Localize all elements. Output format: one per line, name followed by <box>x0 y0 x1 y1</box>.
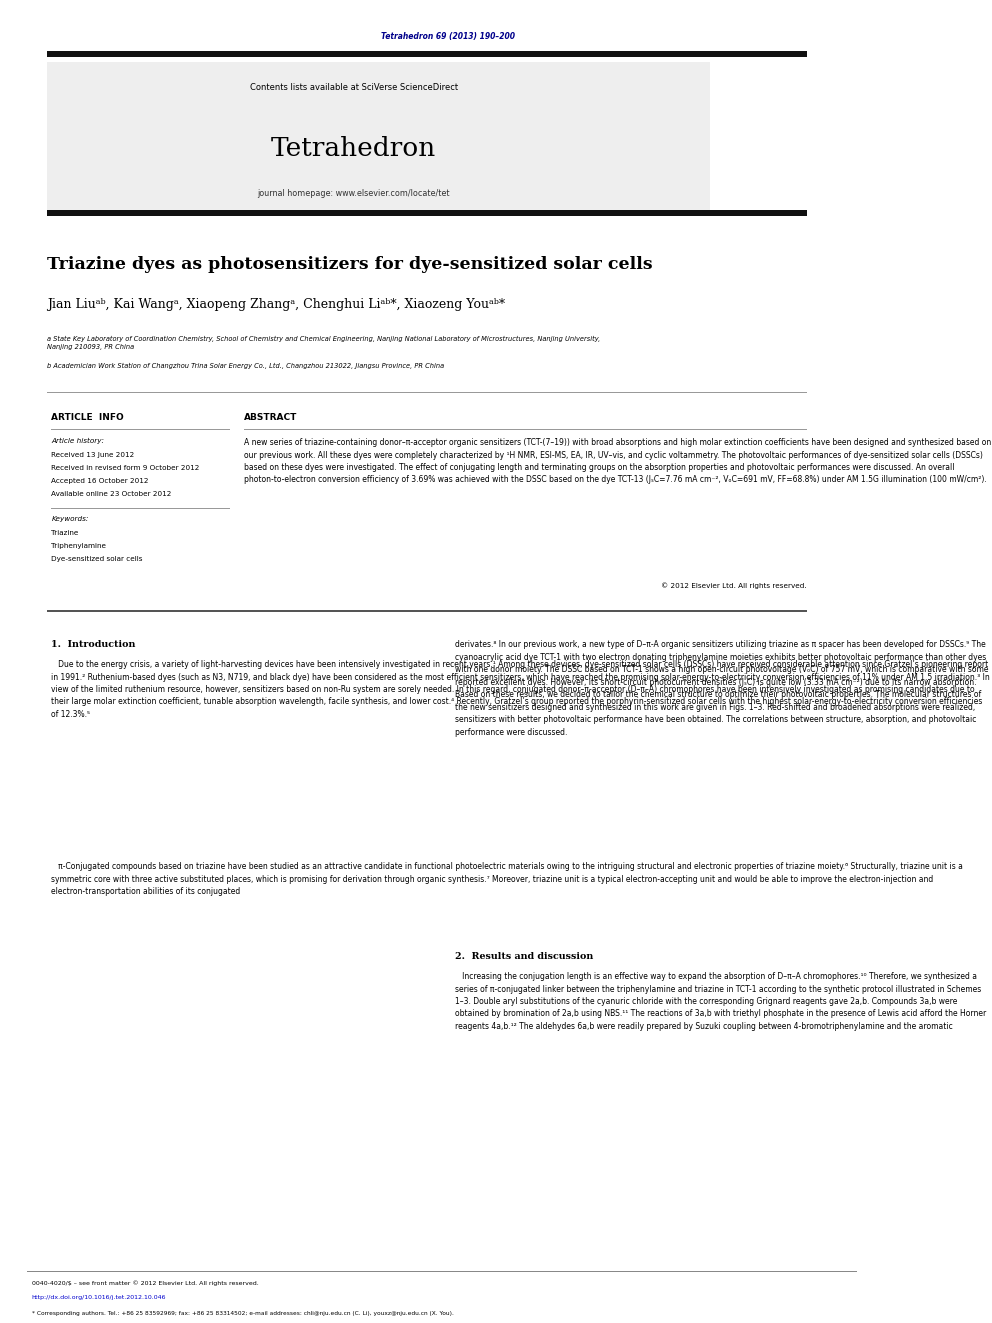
Bar <box>47 210 806 216</box>
Text: Accepted 16 October 2012: Accepted 16 October 2012 <box>52 478 149 484</box>
Text: derivates.⁸ In our previous work, a new type of D–π-A organic sensitizers utiliz: derivates.⁸ In our previous work, a new … <box>454 640 988 737</box>
Text: b Academician Work Station of Changzhou Trina Solar Energy Co., Ltd., Changzhou : b Academician Work Station of Changzhou … <box>47 363 444 369</box>
Text: ABSTRACT: ABSTRACT <box>244 413 297 422</box>
Text: Jian Liuᵃᵇ, Kai Wangᵃ, Xiaopeng Zhangᵃ, Chenghui Liᵃᵇ*, Xiaozeng Youᵃᵇ*: Jian Liuᵃᵇ, Kai Wangᵃ, Xiaopeng Zhangᵃ, … <box>47 298 505 311</box>
Text: A new series of triazine-containing donor–π-acceptor organic sensitizers (TCT-(7: A new series of triazine-containing dono… <box>244 438 991 484</box>
Text: Received in revised form 9 October 2012: Received in revised form 9 October 2012 <box>52 464 199 471</box>
Text: a State Key Laboratory of Coordination Chemistry, School of Chemistry and Chemic: a State Key Laboratory of Coordination C… <box>47 336 600 351</box>
Text: π-Conjugated compounds based on triazine have been studied as an attractive cand: π-Conjugated compounds based on triazine… <box>52 863 963 896</box>
Text: Triphenylamine: Triphenylamine <box>52 542 106 549</box>
Text: 1.  Introduction: 1. Introduction <box>52 640 136 650</box>
Text: Dye-sensitized solar cells: Dye-sensitized solar cells <box>52 556 143 562</box>
Text: Contents lists available at SciVerse ScienceDirect: Contents lists available at SciVerse Sci… <box>250 83 457 93</box>
Text: Received 13 June 2012: Received 13 June 2012 <box>52 452 135 458</box>
Bar <box>47 62 710 210</box>
Text: Triazine: Triazine <box>52 531 78 536</box>
Text: © 2012 Elsevier Ltd. All rights reserved.: © 2012 Elsevier Ltd. All rights reserved… <box>661 582 806 589</box>
Text: http://dx.doi.org/10.1016/j.tet.2012.10.046: http://dx.doi.org/10.1016/j.tet.2012.10.… <box>32 1295 166 1301</box>
Text: journal homepage: www.elsevier.com/locate/tet: journal homepage: www.elsevier.com/locat… <box>258 188 450 197</box>
Bar <box>47 610 806 613</box>
Text: Increasing the conjugation length is an effective way to expand the absorption o: Increasing the conjugation length is an … <box>454 972 986 1031</box>
Text: 2.  Results and discussion: 2. Results and discussion <box>454 953 593 960</box>
Text: Triazine dyes as photosensitizers for dye-sensitized solar cells: Triazine dyes as photosensitizers for dy… <box>47 255 653 273</box>
Text: ARTICLE  INFO: ARTICLE INFO <box>52 413 124 422</box>
Text: Tetrahedron 69 (2013) 190–200: Tetrahedron 69 (2013) 190–200 <box>381 32 515 41</box>
Bar <box>47 392 806 393</box>
Text: 0040-4020/$ – see front matter © 2012 Elsevier Ltd. All rights reserved.: 0040-4020/$ – see front matter © 2012 El… <box>32 1279 258 1286</box>
Text: Article history:: Article history: <box>52 438 104 445</box>
Text: Keywords:: Keywords: <box>52 516 89 523</box>
Bar <box>47 52 806 57</box>
Text: Available online 23 October 2012: Available online 23 October 2012 <box>52 491 172 497</box>
Text: * Corresponding authors. Tel.: +86 25 83592969; fax: +86 25 83314502; e-mail add: * Corresponding authors. Tel.: +86 25 83… <box>32 1311 453 1316</box>
Text: Tetrahedron: Tetrahedron <box>271 135 436 160</box>
Text: Due to the energy crisis, a variety of light-harvesting devices have been intens: Due to the energy crisis, a variety of l… <box>52 660 990 718</box>
